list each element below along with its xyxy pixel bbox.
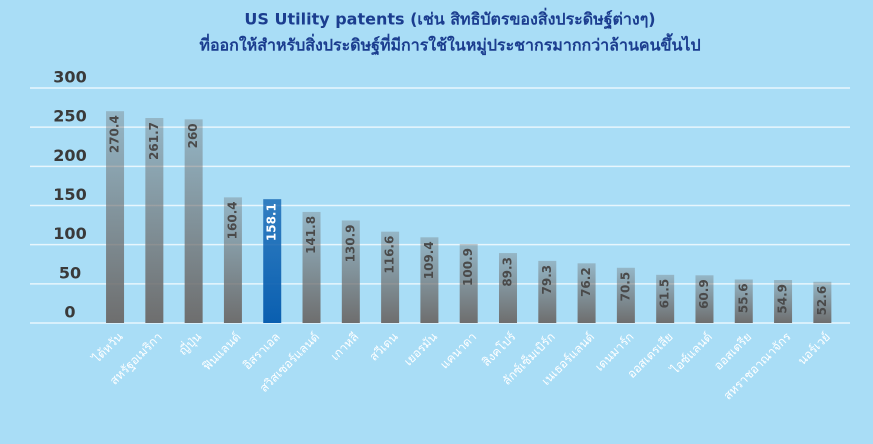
data-label: 158.1	[265, 203, 279, 241]
bar	[616, 267, 635, 323]
data-label: 79.3	[540, 265, 554, 295]
bar	[302, 211, 321, 323]
chart-title: ที่ออกให้สำหรับสิ่งประดิษฐ์ที่มีการใช้ใน…	[199, 33, 700, 57]
bar	[774, 279, 793, 323]
bar	[498, 253, 517, 323]
bar	[577, 263, 596, 323]
y-tick-label: 200	[53, 146, 86, 165]
x-tick-label: ญี่ปุ่น	[175, 328, 205, 358]
data-label: 55.6	[736, 283, 750, 313]
x-tick-label: สหราชอาณาจักร	[721, 329, 794, 402]
x-tick-label: เยอรมัน	[401, 330, 440, 369]
data-label: 261.7	[147, 122, 161, 160]
data-label: 270.4	[108, 115, 122, 153]
bar	[381, 231, 400, 323]
data-label: 61.5	[658, 279, 672, 309]
bar	[538, 260, 557, 323]
y-tick-label: 50	[59, 263, 81, 282]
x-tick-label: เกาหลี	[328, 330, 361, 363]
data-label: 52.6	[815, 286, 829, 316]
data-label: 116.6	[383, 236, 397, 274]
data-label: 70.5	[618, 272, 632, 302]
data-label: 260	[186, 123, 200, 148]
y-tick-label: 250	[53, 107, 86, 126]
x-tick-label: ฟินแลนด์	[200, 330, 244, 374]
y-tick-label: 0	[64, 303, 75, 322]
bar	[656, 274, 675, 323]
bar	[106, 111, 125, 323]
data-label: 89.3	[500, 257, 514, 287]
bar	[145, 118, 164, 323]
data-label: 141.8	[304, 216, 318, 254]
x-tick-label: สิงคโปร์	[479, 329, 519, 369]
x-tick-label: ไต้หวัน	[89, 330, 126, 367]
bar	[341, 220, 360, 323]
x-tick-label: นอร์เวย์	[795, 330, 833, 368]
bar	[813, 281, 832, 323]
bar	[734, 279, 753, 323]
bar	[695, 275, 714, 323]
x-tick-label: สวีเดน	[367, 330, 401, 364]
data-label: 54.9	[776, 284, 790, 314]
y-tick-label: 100	[53, 224, 86, 243]
data-label: 130.9	[343, 224, 357, 262]
chart-title: US Utility patents (เช่น สิทธิบัตรของสิ่…	[244, 8, 655, 30]
x-tick-label: ไอซ์แลนด์	[667, 330, 715, 378]
bar	[223, 197, 242, 323]
data-label: 109.4	[422, 241, 436, 279]
x-tick-label: แคนาดา	[437, 330, 479, 372]
bar	[459, 243, 478, 323]
bar	[263, 199, 282, 323]
bar	[420, 237, 439, 323]
data-label: 100.9	[461, 248, 475, 286]
data-label: 60.9	[697, 279, 711, 309]
data-label: 76.2	[579, 267, 593, 297]
bar	[184, 119, 203, 323]
data-label: 160.4	[225, 201, 239, 239]
y-tick-label: 150	[53, 185, 86, 204]
y-tick-label: 300	[53, 68, 86, 87]
